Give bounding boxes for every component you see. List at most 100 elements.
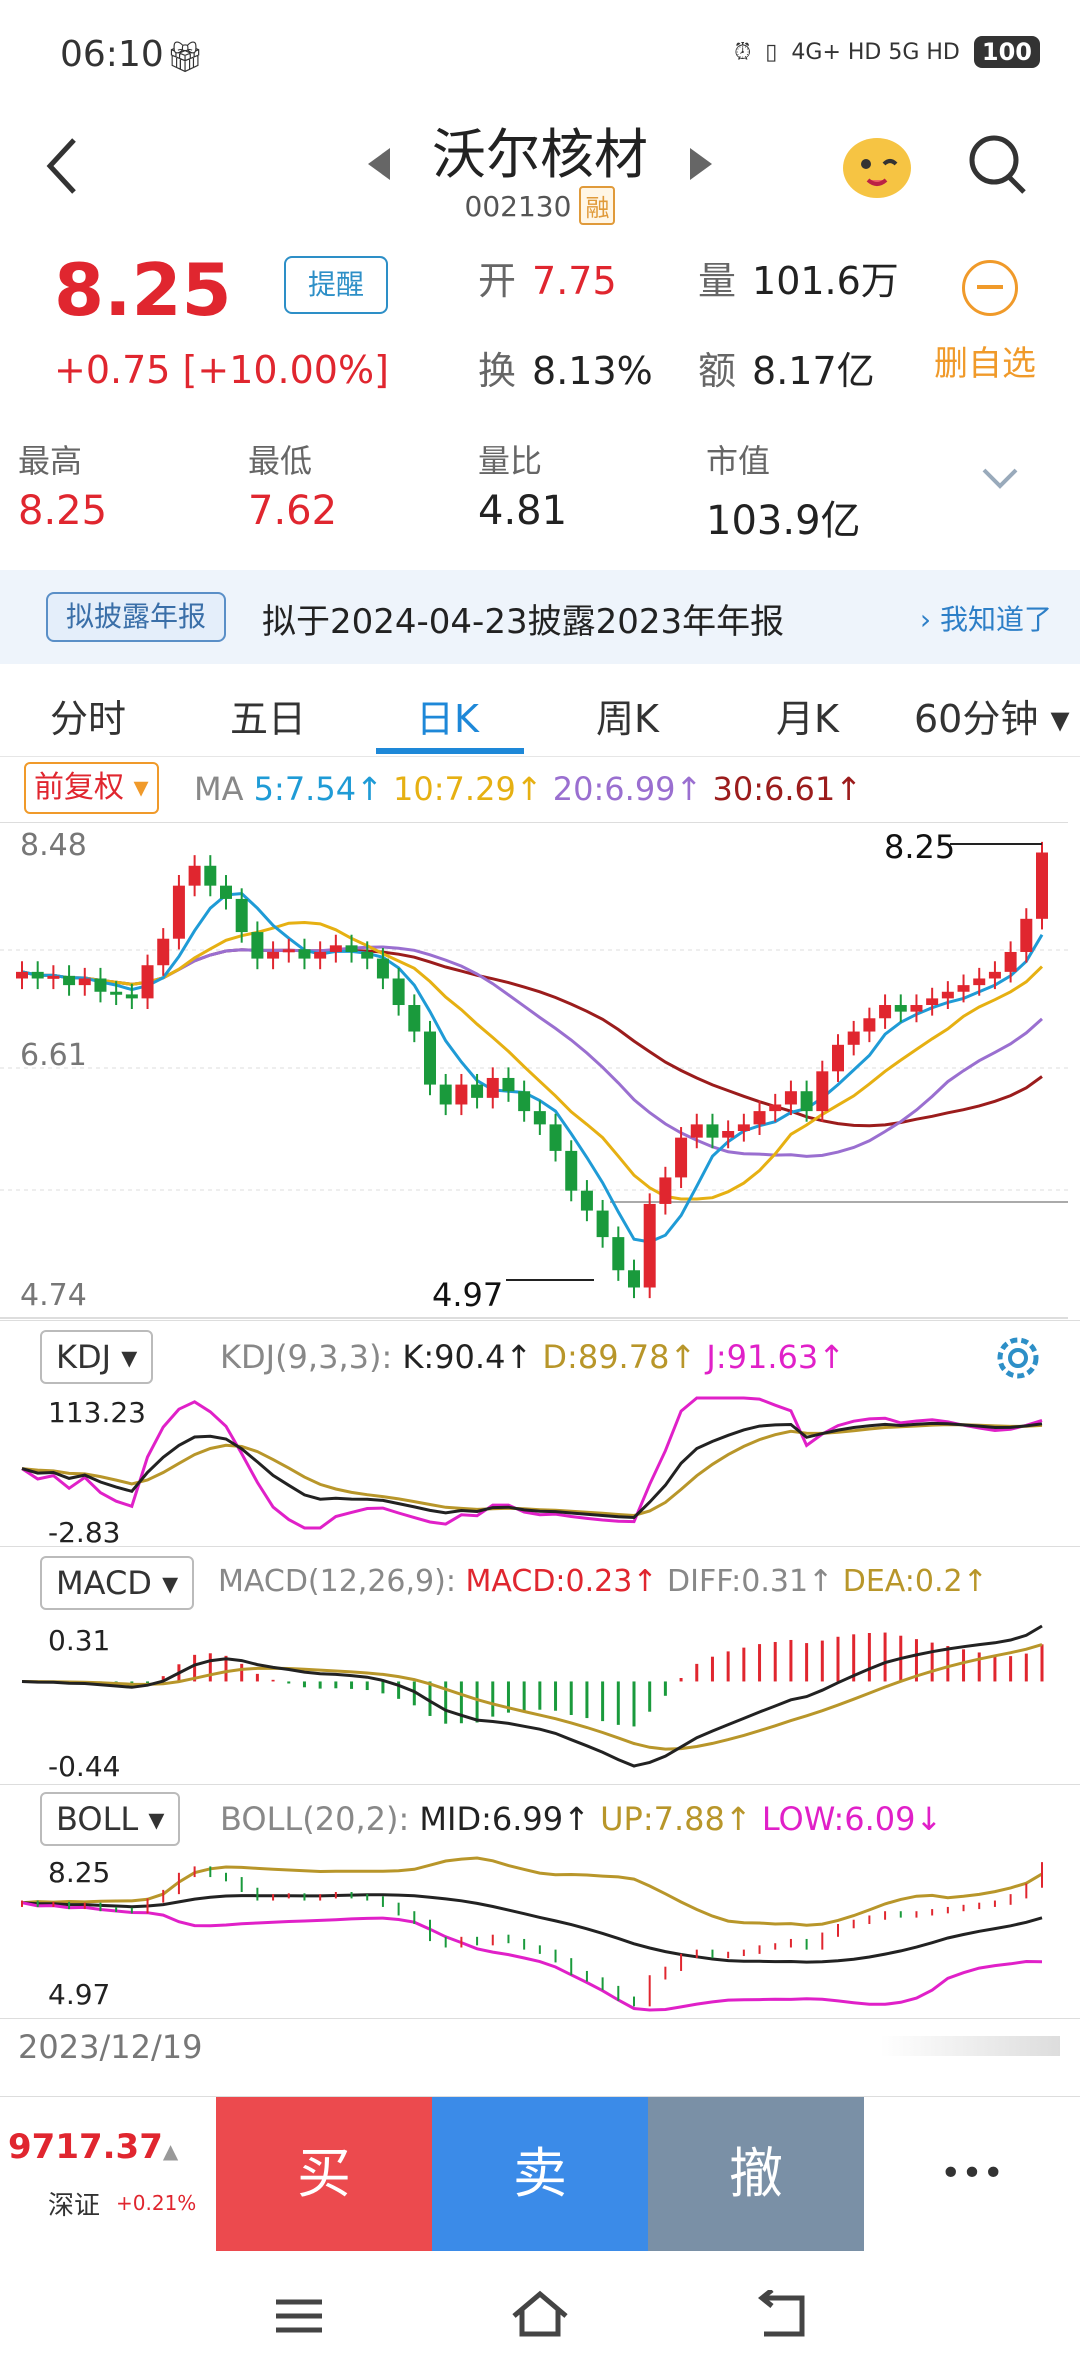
turnover-label: 换 bbox=[478, 349, 517, 393]
status-icons: ⏰︎ ▯ 4G+ HD 5G HD 100 bbox=[734, 36, 1040, 68]
adjust-dropdown[interactable]: 前复权 ▾ bbox=[24, 762, 159, 814]
stat-low-label: 最低 bbox=[248, 442, 313, 480]
amount-field: 额 8.17亿 bbox=[698, 340, 875, 395]
remind-button[interactable]: 提醒 bbox=[284, 256, 388, 314]
candle-body bbox=[329, 945, 342, 952]
candle-body bbox=[690, 1124, 703, 1138]
search-icon[interactable] bbox=[966, 130, 1030, 200]
amount-value: 8.17亿 bbox=[752, 349, 875, 393]
candle-body bbox=[204, 865, 217, 886]
buy-button[interactable]: 买 bbox=[216, 2097, 432, 2251]
index-arrow: ▲ bbox=[162, 2139, 179, 2163]
volume-label: 量 bbox=[698, 259, 737, 303]
tab-weekly-k[interactable]: 周K bbox=[596, 697, 659, 741]
tab-intraday[interactable]: 分时 bbox=[50, 697, 127, 741]
candle-body bbox=[879, 1005, 892, 1019]
macd-chart bbox=[21, 1624, 1044, 1768]
candle-body bbox=[706, 1124, 719, 1138]
status-bar: 06:10 🎁︎ ⏰︎ ▯ 4G+ HD 5G HD 100 bbox=[0, 0, 1080, 110]
boll-y-bottom: 4.97 bbox=[48, 1978, 111, 2011]
candle-body bbox=[580, 1190, 593, 1211]
home-icon[interactable] bbox=[510, 2288, 570, 2340]
candle-body bbox=[63, 975, 76, 986]
stat-high-label: 最高 bbox=[18, 442, 83, 480]
kdj-divider bbox=[0, 1320, 1080, 1321]
kdj-k: K:90.4↑ bbox=[402, 1338, 533, 1376]
boll-y-top: 8.25 bbox=[48, 1856, 111, 1889]
notice-banner: 拟披露年报 拟于2024-04-23披露2023年年报 › 我知道了 bbox=[0, 570, 1080, 664]
tab-monthly-k[interactable]: 月K bbox=[776, 697, 839, 741]
battery-indicator: 100 bbox=[973, 36, 1040, 68]
candle-body bbox=[910, 1005, 923, 1012]
next-stock-icon[interactable] bbox=[686, 146, 714, 182]
remove-watchlist-button[interactable]: 删自选 bbox=[934, 344, 1036, 384]
price-change: +0.75 [+10.00%] bbox=[54, 348, 389, 392]
kdj-chart bbox=[21, 1396, 1043, 1530]
candle-body bbox=[753, 1111, 766, 1125]
dismiss-notice-button[interactable]: › 我知道了 bbox=[919, 603, 1052, 636]
candle-body bbox=[267, 951, 280, 959]
macd-legend: MACD(12,26,9): MACD:0.23↑ DIFF:0.31↑ DEA… bbox=[218, 1564, 988, 1599]
settings-gear-icon[interactable] bbox=[990, 1330, 1046, 1386]
ma20-line bbox=[21, 945, 1043, 1158]
candle-body bbox=[894, 1005, 907, 1012]
boll-up: UP:7.88↑ bbox=[600, 1800, 752, 1838]
tab-five-day[interactable]: 五日 bbox=[230, 697, 307, 741]
boll-price-ticks bbox=[21, 1862, 1043, 2007]
scroll-indicator[interactable] bbox=[880, 2036, 1060, 2056]
candle-body bbox=[110, 991, 123, 995]
candle-body bbox=[1004, 951, 1017, 972]
index-name: 深证 bbox=[48, 2191, 101, 2221]
candle-body bbox=[973, 978, 986, 986]
candle-body bbox=[565, 1150, 578, 1191]
tab-60min[interactable]: 60分钟 ▾ bbox=[914, 697, 1070, 741]
sell-button[interactable]: 卖 bbox=[432, 2097, 648, 2251]
more-button[interactable]: ••• bbox=[940, 2153, 1004, 2194]
candle-body bbox=[486, 1077, 499, 1098]
candle-body bbox=[643, 1203, 656, 1288]
alarm-icon: ⏰︎ bbox=[734, 39, 752, 65]
volume-field: 量 101.6万 bbox=[698, 250, 899, 305]
chart-area[interactable]: 前复权 ▾ MA 5:7.54↑ 10:7.29↑ 20:6.99↑ 30:6.… bbox=[0, 756, 1080, 2076]
candle-body bbox=[675, 1137, 688, 1178]
candle-body bbox=[235, 898, 248, 933]
macd-dea: DEA:0.2↑ bbox=[842, 1564, 988, 1599]
macd-divider bbox=[0, 1546, 1080, 1547]
trade-bar: 9717.37▲ 深证 +0.21% 买 卖 撤 ••• bbox=[0, 2096, 1080, 2251]
back-nav-icon[interactable] bbox=[754, 2290, 808, 2340]
dismiss-notice-label: 我知道了 bbox=[939, 603, 1052, 636]
gift-icon: 🎁︎ bbox=[166, 40, 205, 75]
kdj-k-line bbox=[21, 1421, 1043, 1520]
boll-dropdown[interactable]: BOLL ▾ bbox=[40, 1792, 181, 1846]
current-price: 8.25 bbox=[54, 248, 232, 332]
prev-stock-icon[interactable] bbox=[366, 146, 394, 182]
tab-daily-k[interactable]: 日K bbox=[416, 697, 479, 741]
macd-dropdown[interactable]: MACD ▾ bbox=[40, 1556, 195, 1610]
remove-watchlist-icon[interactable] bbox=[962, 260, 1018, 316]
ma-legend: MA 5:7.54↑ 10:7.29↑ 20:6.99↑ 30:6.61↑ bbox=[194, 770, 862, 808]
candle-body bbox=[988, 971, 1001, 979]
mascot-icon[interactable] bbox=[838, 126, 916, 204]
amount-label: 额 bbox=[698, 349, 737, 393]
candle-body bbox=[549, 1124, 562, 1151]
kdj-j: J:91.63↑ bbox=[706, 1338, 846, 1376]
volume-value: 101.6万 bbox=[752, 259, 899, 303]
back-icon[interactable] bbox=[44, 136, 84, 196]
kline-chart[interactable] bbox=[0, 822, 1080, 1322]
candle-body bbox=[439, 1084, 452, 1105]
candle-body bbox=[298, 949, 311, 959]
candle-body bbox=[220, 885, 232, 899]
kline-y-bottom: 4.74 bbox=[20, 1278, 87, 1313]
menu-icon[interactable] bbox=[274, 2296, 324, 2336]
boll-low: LOW:6.09↓ bbox=[761, 1800, 943, 1838]
open-field: 开 7.75 bbox=[478, 250, 617, 305]
ma10-line bbox=[21, 920, 1044, 1201]
candle-body bbox=[361, 951, 374, 959]
cancel-button[interactable]: 撤 bbox=[648, 2097, 864, 2251]
ma5-line bbox=[21, 892, 1044, 1244]
high-marker-label: 8.25 bbox=[884, 828, 956, 866]
kdj-dropdown[interactable]: KDJ ▾ bbox=[40, 1330, 154, 1384]
chevron-down-icon[interactable] bbox=[980, 466, 1020, 490]
index-value[interactable]: 9717.37▲ bbox=[8, 2127, 178, 2167]
candle-body bbox=[722, 1131, 735, 1138]
